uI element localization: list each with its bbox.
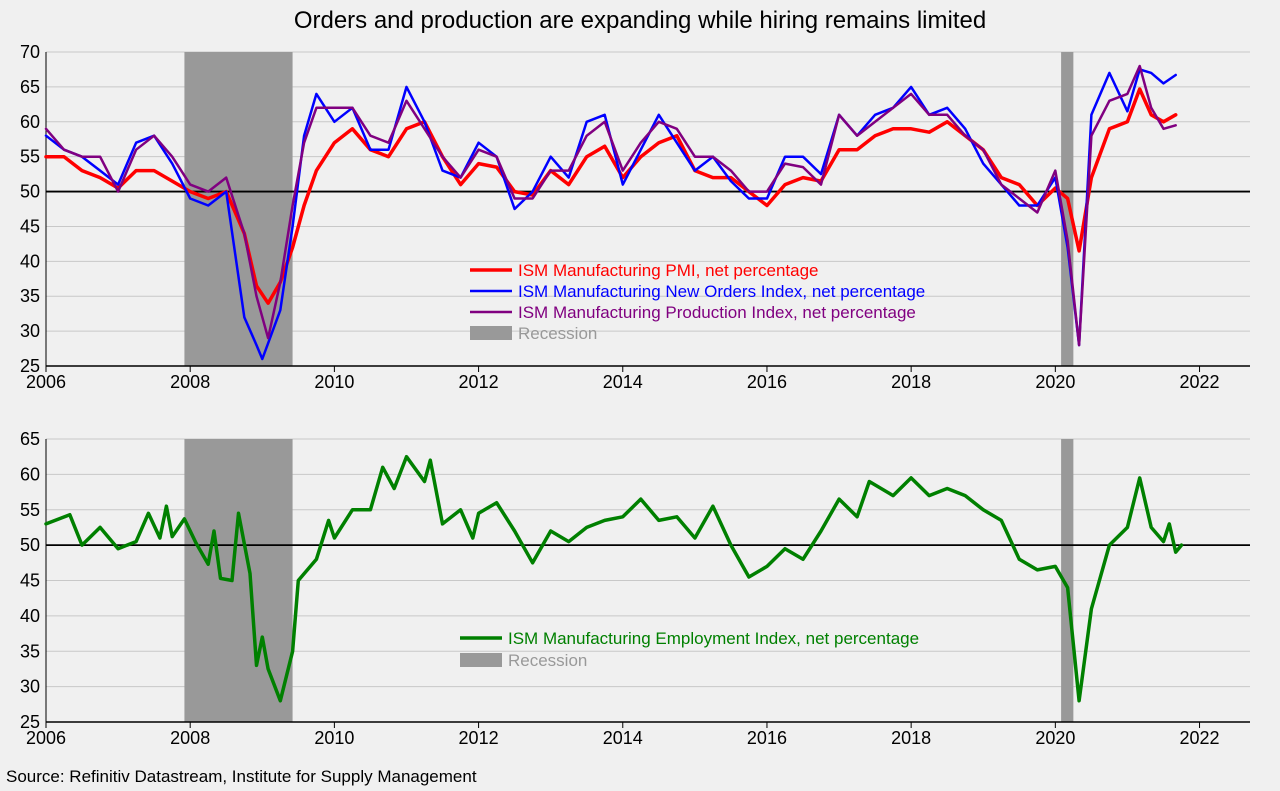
y-tick-label: 40 <box>20 606 40 626</box>
x-tick-label: 2010 <box>314 372 354 392</box>
x-tick-label: 2020 <box>1035 372 1075 392</box>
y-tick-label: 30 <box>20 677 40 697</box>
y-tick-label: 35 <box>20 286 40 306</box>
y-tick-label: 50 <box>20 535 40 555</box>
y-tick-label: 65 <box>20 77 40 97</box>
recession-band <box>184 439 293 722</box>
x-tick-label: 2006 <box>26 372 66 392</box>
x-tick-label: 2020 <box>1035 728 1075 748</box>
y-tick-label: 40 <box>20 251 40 271</box>
y-tick-label: 55 <box>20 500 40 520</box>
chart-title: Orders and production are expanding whil… <box>294 7 986 34</box>
x-tick-label: 2006 <box>26 728 66 748</box>
y-tick-label: 25 <box>20 712 40 732</box>
legend-swatch-box <box>460 653 502 667</box>
x-tick-label: 2016 <box>747 728 787 748</box>
x-tick-label: 2012 <box>459 372 499 392</box>
x-tick-label: 2014 <box>603 728 643 748</box>
series-line <box>44 64 1177 347</box>
x-tick-label: 2022 <box>1180 372 1220 392</box>
legend-label: ISM Manufacturing New Orders Index, net … <box>518 282 925 301</box>
recession-band <box>1061 439 1074 722</box>
x-tick-label: 2018 <box>891 372 931 392</box>
series-line <box>44 454 1184 703</box>
x-tick-label: 2014 <box>603 372 643 392</box>
y-tick-label: 45 <box>20 571 40 591</box>
source-note: Source: Refinitiv Datastream, Institute … <box>6 767 477 786</box>
y-tick-label: 25 <box>20 356 40 376</box>
x-tick-label: 2008 <box>170 728 210 748</box>
legend-label: Recession <box>508 651 587 670</box>
legend-label: ISM Manufacturing Production Index, net … <box>518 303 916 322</box>
legend-label: ISM Manufacturing Employment Index, net … <box>508 629 919 648</box>
y-tick-label: 70 <box>20 42 40 62</box>
y-tick-label: 65 <box>20 429 40 449</box>
y-tick-label: 60 <box>20 112 40 132</box>
y-tick-label: 30 <box>20 321 40 341</box>
y-tick-label: 60 <box>20 464 40 484</box>
legend-label: ISM Manufacturing PMI, net percentage <box>518 261 819 280</box>
y-tick-label: 35 <box>20 641 40 661</box>
y-tick-label: 45 <box>20 216 40 236</box>
top-panel-ism-indices: 25 30 35 40 45 50 55 60 65 70 2006 2008 2010 2012 2014… <box>20 42 1250 392</box>
y-tick-label: 55 <box>20 147 40 167</box>
x-tick-label: 2018 <box>891 728 931 748</box>
x-tick-label: 2012 <box>459 728 499 748</box>
x-tick-label: 2010 <box>314 728 354 748</box>
x-tick-label: 2008 <box>170 372 210 392</box>
y-tick-label: 50 <box>20 182 40 202</box>
legend-label: Recession <box>518 324 597 343</box>
legend-swatch-box <box>470 326 512 340</box>
recession-band <box>1061 52 1074 366</box>
x-tick-label: 2016 <box>747 372 787 392</box>
x-tick-label: 2022 <box>1180 728 1220 748</box>
bottom-panel-employment: 25 30 35 40 45 50 55 60 65 2006 2008 2010 2012 2014 20… <box>20 429 1250 748</box>
